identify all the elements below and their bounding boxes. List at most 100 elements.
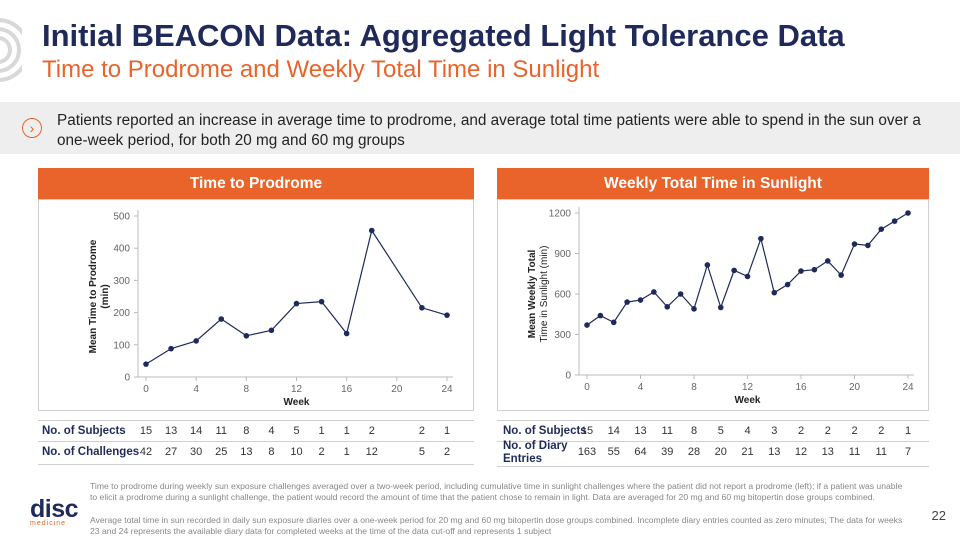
table-cell: 2: [318, 446, 325, 458]
table-cell: 15: [139, 425, 153, 437]
x-tick-label: 4: [638, 382, 644, 393]
data-point: [798, 268, 804, 274]
y-axis-title-line1: Mean Time to Prodrome: [88, 239, 99, 353]
table-cell: 2: [797, 425, 805, 437]
decorative-circles: [0, 18, 22, 82]
y-tick-label: 300: [554, 330, 571, 341]
x-tick-label: 12: [291, 384, 303, 395]
table-cell: 8: [243, 425, 250, 437]
table-cell: 14: [190, 425, 203, 437]
company-logo: disc medicine: [30, 495, 79, 528]
table-cell: 39: [661, 446, 674, 458]
data-point: [293, 300, 300, 307]
table-cell: 13: [821, 446, 834, 458]
data-point: [851, 241, 858, 247]
x-tick-label: 8: [691, 382, 697, 393]
footnote-1: Time to prodrome during weekly sun expos…: [90, 481, 903, 502]
table-cell: 13: [768, 446, 781, 458]
series-line: [145, 228, 448, 365]
table-cell: 27: [164, 446, 178, 458]
y-axis-title-line1: Mean Weekly Total: [527, 250, 538, 339]
data-point: [624, 299, 630, 305]
data-point: [691, 306, 697, 312]
table-cell: 1: [343, 446, 350, 458]
data-point: [905, 210, 911, 216]
data-point: [651, 289, 657, 295]
chart-frame-prodrome: [38, 199, 474, 411]
data-point: [717, 304, 724, 311]
table-row-challenges: No. of Challenges: [38, 441, 474, 465]
page-subtitle: Time to Prodrome and Weekly Total Time i…: [42, 56, 600, 83]
data-point: [771, 289, 778, 296]
panel-title-sunlight: Weekly Total Time in Sunlight: [497, 168, 929, 199]
data-point: [744, 273, 751, 280]
data-point: [584, 322, 590, 328]
table-cell: 8: [268, 446, 275, 458]
y-tick-label: 1200: [549, 209, 572, 220]
data-point: [168, 345, 174, 352]
table-cell: 4: [268, 425, 275, 437]
data-point: [891, 218, 898, 224]
x-tick-label: 24: [441, 384, 453, 395]
y-tick-label: 0: [565, 371, 571, 382]
table-cell: 1: [904, 425, 912, 437]
table-cell: 2: [418, 425, 425, 437]
data-point: [610, 319, 617, 326]
data-point: [143, 361, 149, 367]
data-point: [637, 297, 644, 303]
row-label: No. of Diary Entries: [503, 440, 568, 465]
x-axis-title: Week: [735, 395, 761, 406]
table-row-diary-entries: No. of Diary Entries: [497, 440, 929, 467]
table-cell: 42: [139, 446, 153, 458]
y-tick-label: 300: [113, 276, 130, 287]
chart-frame-sunlight: [497, 199, 929, 411]
table-cell: 5: [418, 446, 425, 458]
logo-subtext: medicine: [30, 520, 67, 527]
table-cell: 30: [190, 446, 203, 458]
table-cell: 2: [851, 425, 858, 437]
y-tick-label: 0: [124, 373, 130, 384]
table-cell: 13: [240, 446, 253, 458]
y-tick-label: 900: [554, 249, 571, 260]
data-point: [268, 327, 275, 334]
table-row-subjects-left: No. of Subjects: [38, 420, 474, 443]
x-tick-label: 16: [795, 382, 807, 393]
table-cell: 20: [714, 446, 727, 458]
x-tick-label: 24: [902, 382, 914, 393]
table-cell: 11: [848, 446, 861, 458]
x-tick-label: 20: [849, 382, 861, 393]
data-point: [704, 262, 711, 268]
x-tick-label: 0: [584, 382, 590, 393]
table-cell: 13: [164, 425, 178, 437]
data-point: [758, 235, 764, 242]
x-tick-label: 0: [143, 384, 149, 395]
summary-banner: [0, 102, 960, 154]
y-tick-label: 600: [554, 290, 571, 301]
data-point: [597, 312, 604, 319]
y-axis-title: Mean Weekly Total Time in Sunlight (min): [527, 246, 550, 343]
table-cell: 21: [741, 446, 754, 458]
table-cell: 25: [215, 446, 228, 458]
row-label: No. of Subjects: [503, 425, 587, 437]
page-title: Initial BEACON Data: Aggregated Light To…: [42, 18, 845, 53]
series-line: [586, 212, 909, 326]
y-axis-title-line2: Time in Sunlight (min): [539, 246, 550, 343]
data-point: [243, 332, 250, 339]
table-cell: 1: [318, 425, 325, 437]
data-point: [193, 338, 199, 344]
data-point: [318, 298, 325, 305]
y-axis-title-line2: (min): [100, 284, 111, 308]
y-tick-label: 100: [113, 340, 130, 351]
row-label: No. of Subjects: [42, 425, 126, 437]
logo-wordmark: disc: [30, 495, 79, 523]
table-cell: 7: [904, 446, 912, 458]
table-cell: 55: [607, 446, 620, 458]
data-point: [419, 304, 425, 311]
x-tick-label: 8: [244, 384, 250, 395]
prodrome-chart: 0 100 200 300 400 500 0 4 8 12 16 20 24 Week Mean Time…: [88, 210, 453, 408]
x-tick-label: 12: [742, 382, 754, 393]
data-point: [218, 316, 225, 322]
table-row-subjects-right: No. of Subjects: [497, 420, 929, 443]
x-axis-title: Week: [284, 397, 310, 408]
table-cell: 64: [634, 446, 647, 458]
